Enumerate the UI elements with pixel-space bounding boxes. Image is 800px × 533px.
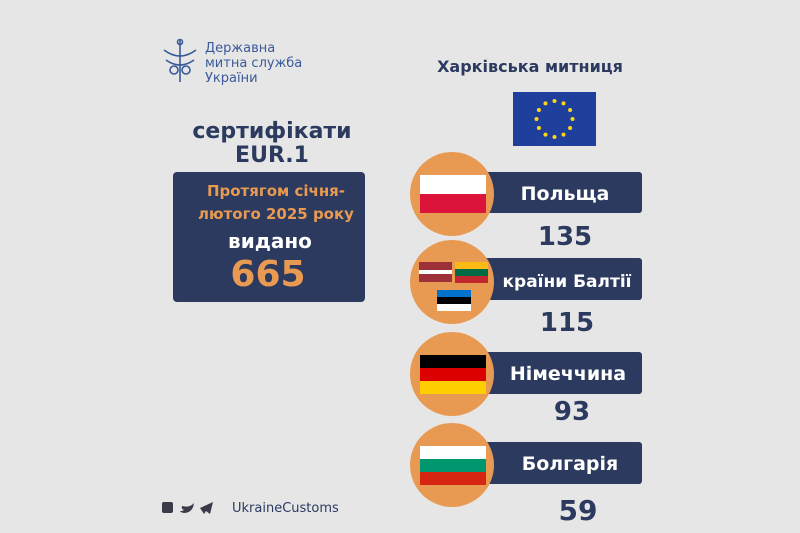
flag	[420, 381, 486, 394]
country-row: Польща 135	[410, 152, 642, 252]
star	[536, 108, 541, 112]
period-text: Протягом січня-	[207, 182, 345, 200]
flag	[419, 262, 488, 311]
country-value: 59	[559, 494, 598, 527]
social-icons	[162, 502, 213, 514]
issued-label: видано	[228, 229, 312, 253]
country-bar	[470, 172, 642, 213]
logo-text: Державна	[205, 41, 275, 56]
country-name: Польща	[521, 183, 610, 205]
period-text: лютого 2025 року	[198, 205, 354, 223]
country-name: країни Балтії	[503, 272, 632, 292]
star	[568, 126, 573, 130]
star	[552, 135, 557, 139]
total-value: 665	[230, 254, 305, 295]
country-row: Німеччина 93	[410, 332, 642, 427]
logo-emblem	[163, 38, 197, 82]
summary-box	[173, 172, 365, 302]
header-title: Харківська митниця	[437, 57, 623, 76]
star	[534, 117, 539, 121]
eu-flag	[513, 92, 596, 146]
country-bar	[470, 442, 642, 484]
flag	[420, 175, 486, 194]
left-title: EUR.1	[235, 143, 309, 168]
star	[543, 101, 548, 106]
flag	[420, 368, 486, 381]
flag	[420, 459, 486, 472]
country-value: 135	[538, 222, 592, 252]
flag	[420, 355, 486, 368]
star	[568, 108, 573, 112]
flag	[420, 446, 486, 459]
country-bar	[470, 258, 642, 300]
star	[552, 99, 557, 103]
left-title: сертифікати	[192, 119, 351, 144]
logo-text: митна служба	[205, 56, 302, 71]
star	[543, 132, 548, 137]
star	[561, 101, 566, 106]
country-row: країни Балтії 115	[410, 240, 642, 338]
country-bar	[470, 352, 642, 394]
star	[536, 126, 541, 130]
footer-handle: UkraineCustoms	[232, 501, 339, 516]
country-value: 115	[540, 308, 594, 338]
flag	[420, 472, 486, 485]
country-name: Німеччина	[510, 363, 626, 385]
country-row: Болгарія 59	[410, 423, 642, 527]
flag	[420, 194, 486, 213]
country-name: Болгарія	[522, 453, 619, 475]
country-value: 93	[554, 397, 590, 427]
star	[570, 117, 575, 121]
logo-text: України	[205, 71, 258, 86]
star	[561, 132, 566, 137]
